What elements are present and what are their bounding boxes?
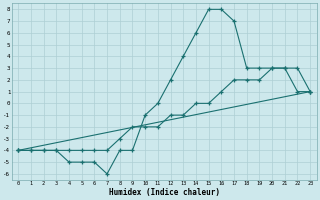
X-axis label: Humidex (Indice chaleur): Humidex (Indice chaleur) (109, 188, 220, 197)
